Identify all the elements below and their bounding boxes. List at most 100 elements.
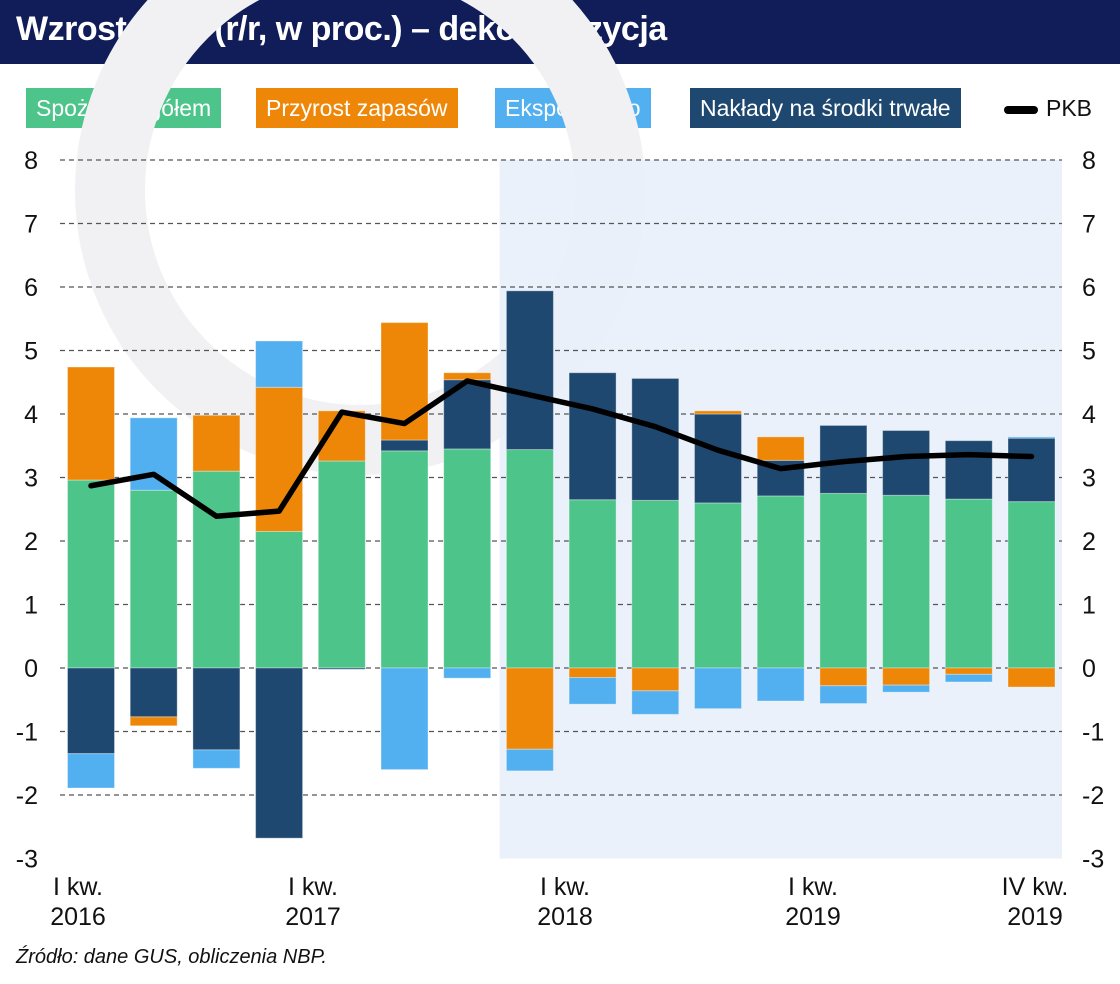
x-tick-label-quarter: I kw. bbox=[788, 873, 838, 901]
y-tick-label-right: 6 bbox=[1082, 274, 1096, 302]
y-tick-label-left: 3 bbox=[24, 465, 38, 493]
y-tick-label-left: 4 bbox=[24, 401, 38, 429]
bar-net_exports bbox=[505, 748, 554, 772]
x-tick-label-year: 2019 bbox=[785, 903, 841, 931]
bar-consumption bbox=[380, 450, 429, 669]
bar-net_exports bbox=[443, 667, 492, 679]
legend-gdp-line-icon bbox=[1004, 105, 1038, 114]
y-tick-label-right: -1 bbox=[1082, 719, 1104, 747]
legend-net-exports: Eksport netto bbox=[495, 88, 651, 128]
bar-consumption bbox=[192, 470, 241, 669]
legend-gdp-label: PKB bbox=[1046, 95, 1093, 121]
y-tick-label-right: 7 bbox=[1082, 211, 1096, 239]
bar-consumption bbox=[255, 530, 304, 669]
y-tick-label-right: 1 bbox=[1082, 592, 1096, 620]
bar-inventories bbox=[756, 436, 805, 461]
x-tick-label-quarter: I kw. bbox=[288, 873, 338, 901]
bar-investment bbox=[568, 372, 617, 501]
y-tick-label-left: -2 bbox=[16, 782, 38, 810]
bar-consumption bbox=[317, 460, 366, 669]
bar-net_exports bbox=[255, 340, 304, 388]
bar-investment bbox=[443, 379, 492, 450]
bar-inventories bbox=[882, 667, 931, 686]
bar-consumption bbox=[1007, 501, 1056, 669]
y-tick-label-left: -1 bbox=[16, 719, 38, 747]
forecast-shade bbox=[499, 160, 1062, 859]
bar-net_exports bbox=[756, 667, 805, 702]
x-tick-label-year: 2019 bbox=[1007, 903, 1063, 931]
bar-net_exports bbox=[631, 690, 680, 715]
bar-inventories bbox=[1007, 667, 1056, 688]
chart-title: Wzrost PKB (r/r, w proc.) – dekompozycja bbox=[16, 10, 667, 48]
bar-inventories bbox=[67, 366, 115, 481]
bar-consumption bbox=[505, 449, 554, 669]
bar-inventories bbox=[819, 667, 868, 687]
bar-net_exports bbox=[944, 673, 993, 683]
y-tick-label-right: 8 bbox=[1082, 147, 1096, 175]
bar-consumption bbox=[129, 489, 178, 669]
bar-inventories bbox=[568, 667, 617, 679]
watermark-logo bbox=[75, 0, 645, 475]
bar-inventories bbox=[380, 322, 429, 441]
bar-inventories bbox=[631, 667, 680, 692]
bar-inventories bbox=[694, 410, 742, 415]
bar-investment bbox=[1007, 437, 1056, 503]
bar-net_exports bbox=[67, 753, 115, 789]
bar-inventories bbox=[944, 667, 993, 675]
y-tick-label-left: 1 bbox=[24, 592, 38, 620]
bar-investment bbox=[505, 290, 554, 451]
bar-net_exports bbox=[129, 417, 178, 491]
legend-consumption: Spożycie ogółem bbox=[26, 88, 222, 128]
y-tick-label-right: -3 bbox=[1082, 846, 1104, 874]
y-tick-label-right: 0 bbox=[1082, 655, 1096, 683]
y-tick-label-left: 8 bbox=[24, 147, 38, 175]
bar-net_exports bbox=[568, 677, 617, 705]
y-tick-label-left: 7 bbox=[24, 211, 38, 239]
x-tick-label-quarter: I kw. bbox=[53, 873, 103, 901]
bar-inventories bbox=[505, 667, 554, 750]
bar-investment bbox=[944, 440, 993, 500]
legend-gdp: PKB bbox=[1004, 88, 1092, 128]
bar-consumption bbox=[67, 479, 115, 669]
bar-investment bbox=[129, 667, 178, 718]
bar-consumption bbox=[631, 499, 680, 669]
x-tick-label-quarter: IV kw. bbox=[1002, 873, 1069, 901]
bar-net_exports bbox=[819, 685, 868, 705]
bar-investment bbox=[67, 667, 115, 755]
y-tick-label-left: 0 bbox=[24, 655, 38, 683]
bar-investment bbox=[819, 424, 868, 494]
bar-consumption bbox=[819, 492, 868, 669]
bar-consumption bbox=[756, 495, 805, 669]
bar-investment bbox=[694, 413, 742, 504]
title-bar: Wzrost PKB (r/r, w proc.) – dekompozycja bbox=[0, 0, 1120, 64]
bar-investment bbox=[317, 667, 366, 670]
bar-consumption bbox=[443, 448, 492, 669]
bar-consumption bbox=[944, 498, 993, 669]
y-tick-label-right: 5 bbox=[1082, 338, 1096, 366]
y-tick-label-left: -3 bbox=[16, 846, 38, 874]
y-tick-label-right: -2 bbox=[1082, 782, 1104, 810]
y-tick-label-left: 6 bbox=[24, 274, 38, 302]
y-tick-label-right: 2 bbox=[1082, 528, 1096, 556]
legend-investment: Nakłady na środki trwałe bbox=[690, 88, 961, 128]
bar-inventories bbox=[192, 414, 241, 472]
x-tick-label-year: 2018 bbox=[537, 903, 593, 931]
bar-inventories bbox=[129, 716, 178, 727]
bar-investment bbox=[756, 459, 805, 497]
source-note: Źródło: dane GUS, obliczenia NBP. bbox=[16, 946, 327, 968]
x-tick-label-year: 2016 bbox=[50, 903, 106, 931]
bar-net_exports bbox=[380, 667, 429, 771]
bar-net_exports bbox=[1007, 436, 1056, 439]
bar-net_exports bbox=[694, 667, 742, 710]
bar-net_exports bbox=[882, 684, 931, 693]
bar-investment bbox=[882, 430, 931, 496]
bar-consumption bbox=[568, 499, 617, 669]
y-tick-label-right: 4 bbox=[1082, 401, 1096, 429]
bar-inventories bbox=[317, 410, 366, 462]
bar-investment bbox=[192, 667, 241, 751]
x-tick-label-quarter: I kw. bbox=[540, 873, 590, 901]
x-tick-label-year: 2017 bbox=[285, 903, 341, 931]
bar-investment bbox=[631, 377, 680, 501]
